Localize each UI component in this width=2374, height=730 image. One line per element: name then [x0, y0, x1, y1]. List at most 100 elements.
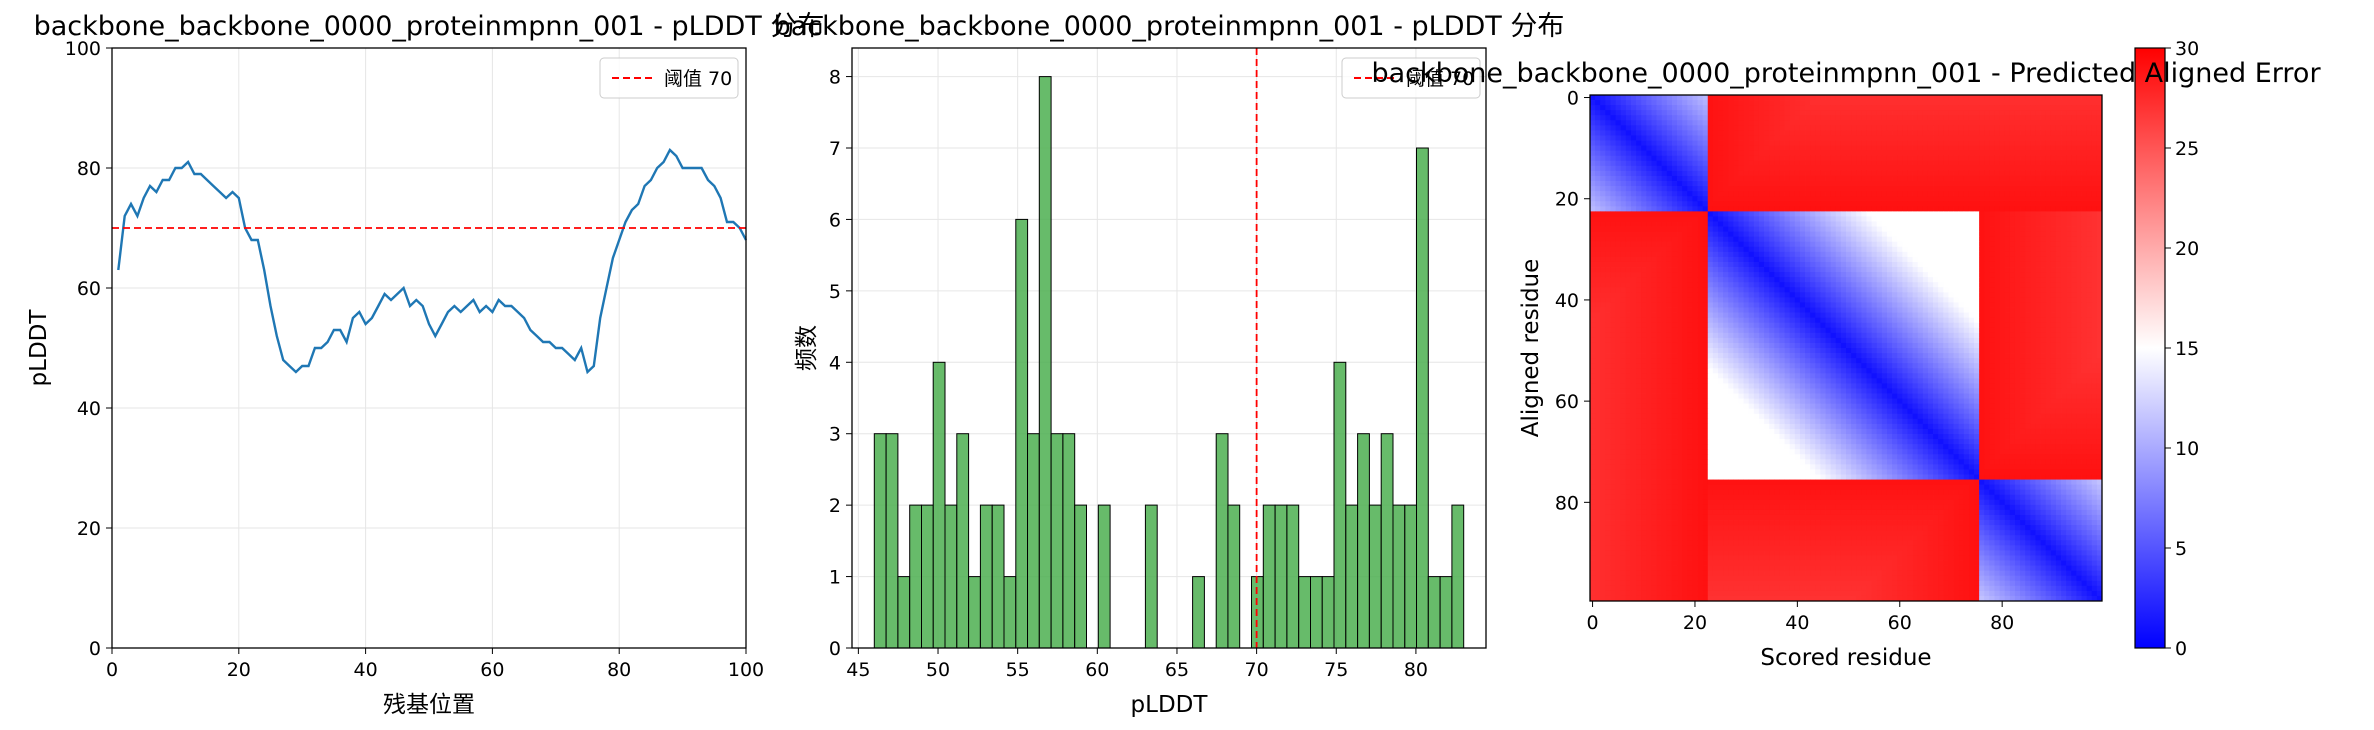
pae-cell — [1630, 307, 1637, 313]
pae-cell — [1892, 181, 1898, 187]
pae-cell — [1974, 312, 1980, 319]
pae-cell — [1902, 100, 1908, 106]
pae-cell — [1794, 312, 1801, 319]
pae-cell — [1590, 95, 1596, 101]
pae-cell — [1605, 191, 1611, 197]
pae-cell — [1810, 110, 1816, 116]
pae-cell — [1866, 251, 1872, 258]
pae-cell — [1641, 221, 1647, 227]
pae-cell — [2096, 241, 2103, 248]
pae-cell — [1758, 130, 1765, 136]
pae-cell — [1615, 226, 1622, 233]
pae-cell — [1677, 100, 1683, 106]
pae-cell — [2025, 236, 2031, 243]
pae-cell — [1794, 196, 1801, 202]
pae-cell — [1948, 140, 1954, 146]
pae-cell — [2014, 196, 2021, 202]
pae-cell — [1851, 105, 1857, 111]
pae-cell — [1953, 282, 1960, 288]
pae-cell — [1927, 170, 1934, 177]
pae-cell — [1974, 181, 1980, 187]
pae-cell — [1958, 130, 1965, 136]
pae-cell — [1707, 282, 1714, 288]
pae-cell — [2009, 282, 2016, 288]
pae-cell — [1892, 322, 1898, 329]
pae-cell — [1789, 206, 1796, 212]
pae-cell — [1846, 130, 1852, 136]
pae-cell — [1784, 256, 1791, 263]
pae-cell — [1999, 95, 2006, 101]
pae-cell — [1968, 211, 1975, 217]
pae-cell — [1835, 130, 1842, 136]
pae-cell — [2081, 332, 2088, 339]
pae-cell — [1968, 125, 1975, 131]
pae-cell — [1902, 221, 1908, 227]
pae-cell — [1922, 175, 1929, 182]
pae-cell — [1902, 211, 1908, 217]
pae-cell — [1805, 105, 1811, 111]
pae-cell — [2076, 231, 2082, 238]
pae-cell — [1769, 277, 1775, 283]
pae-cell — [1743, 100, 1750, 106]
pae-cell — [2071, 236, 2077, 243]
pae-cell — [1948, 261, 1954, 268]
pae-cell — [1600, 125, 1606, 131]
pae-cell — [2040, 100, 2047, 106]
pae-cell — [1615, 181, 1622, 187]
pae-cell — [1769, 307, 1775, 313]
pae-cell — [2035, 120, 2041, 126]
pae-cell — [1917, 277, 1924, 283]
pae-cell — [2081, 221, 2088, 227]
pae-cell — [1656, 181, 1663, 187]
pae-cell — [1641, 170, 1647, 177]
pae-cell — [2061, 256, 2067, 263]
pae-cell — [1707, 297, 1714, 303]
pae-cell — [1856, 120, 1862, 126]
plddt-hist-bar — [1321, 576, 1335, 649]
pae-cell — [1707, 307, 1714, 313]
pae-cell — [1948, 150, 1954, 157]
pae-cell — [1753, 272, 1760, 278]
pae-cell — [1692, 297, 1698, 303]
pae-cell — [2076, 322, 2082, 329]
pae-cell — [1851, 110, 1857, 116]
pae-cell — [1794, 277, 1801, 283]
pae-cell — [1769, 95, 1775, 101]
pae-cell — [2014, 292, 2021, 298]
pae-cell — [1948, 236, 1954, 243]
pae-cell — [1702, 130, 1709, 136]
pae-cell — [1723, 307, 1729, 313]
pae-cell — [1718, 302, 1724, 308]
pae-cell — [1712, 125, 1719, 131]
pae-cell — [1933, 135, 1939, 141]
pae-cell — [1830, 155, 1837, 162]
pae-cell — [1677, 236, 1683, 243]
pae-cell — [1963, 282, 1970, 288]
pae-cell — [1851, 251, 1857, 258]
pae-cell — [1958, 150, 1965, 157]
pae-cell — [1927, 261, 1934, 268]
pae-cell — [1902, 196, 1908, 202]
pae-cell — [1733, 302, 1739, 308]
pae-cell — [1661, 221, 1668, 227]
pae-cell — [1697, 256, 1704, 263]
pae-cell — [2081, 231, 2088, 238]
pae-cell — [1974, 140, 1980, 146]
pae-cell — [1661, 125, 1668, 131]
pae-cell — [1615, 130, 1622, 136]
pae-cell — [1805, 186, 1811, 192]
pae-cell — [1630, 246, 1637, 253]
pae-cell — [1723, 337, 1729, 344]
pae-cell — [1707, 165, 1714, 172]
pae-cell — [2076, 236, 2082, 243]
pae-cell — [1825, 181, 1832, 187]
pae-cell — [2045, 95, 2052, 101]
pae-cell — [1723, 282, 1729, 288]
pae-cell — [1794, 256, 1801, 263]
pae-cell — [1764, 261, 1770, 268]
pae-cell — [1682, 155, 1688, 162]
pae-cell — [2030, 145, 2036, 152]
pae-cell — [1897, 145, 1903, 152]
pae-cell — [2066, 327, 2072, 334]
pae-cell — [1943, 140, 1949, 146]
